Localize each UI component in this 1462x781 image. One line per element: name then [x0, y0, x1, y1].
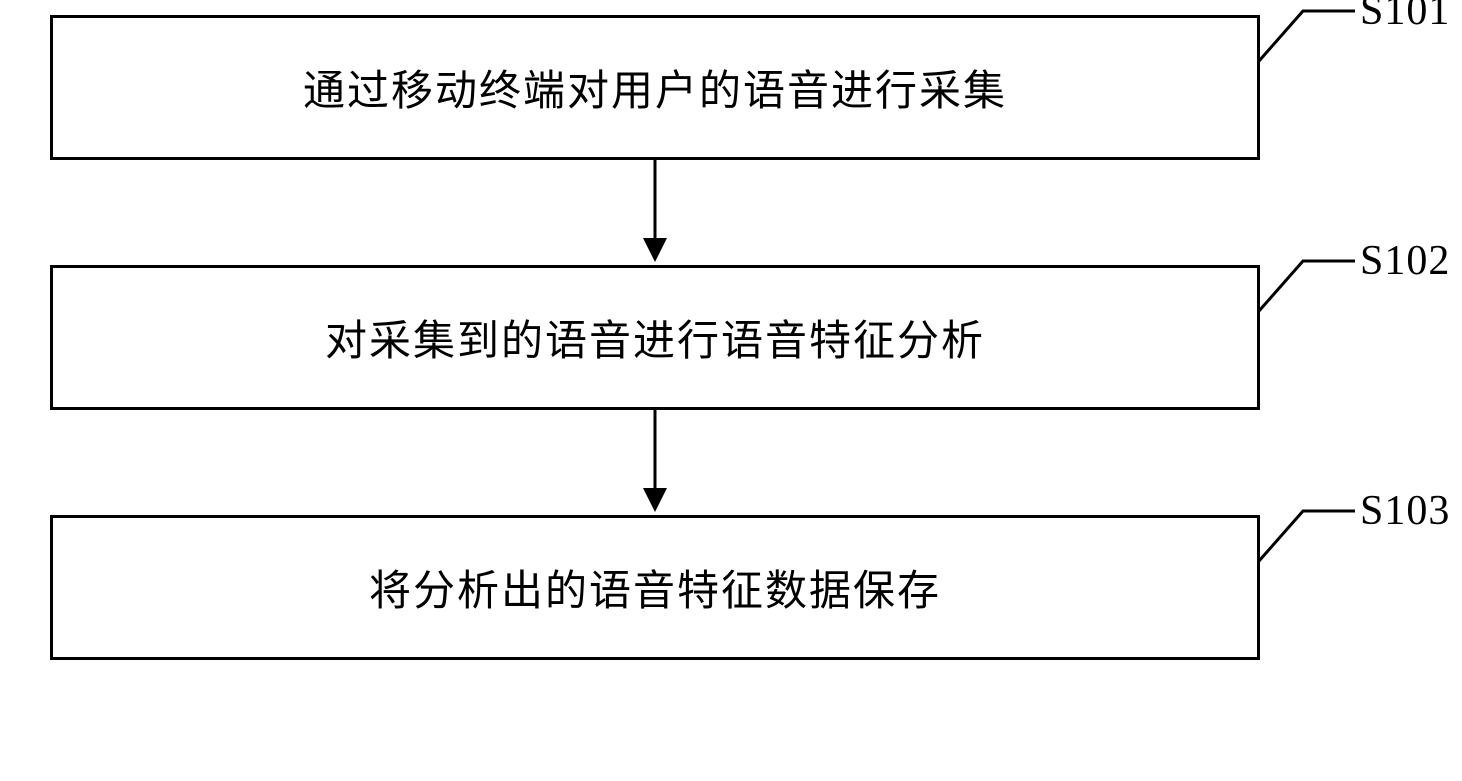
- step-label-s101: S101: [1360, 0, 1450, 35]
- flow-step-s103: 将分析出的语音特征数据保存: [50, 515, 1260, 660]
- callout-line-s102: [1255, 255, 1360, 315]
- step-label-s103: S103: [1360, 487, 1450, 535]
- flow-step-text: 对采集到的语音进行语音特征分析: [325, 307, 985, 368]
- arrow-down-icon: [635, 410, 675, 515]
- flow-step-text: 通过移动终端对用户的语音进行采集: [303, 57, 1007, 118]
- callout-line-s103: [1255, 505, 1360, 565]
- arrow-down-icon: [635, 160, 675, 265]
- flow-step-s102: 对采集到的语音进行语音特征分析: [50, 265, 1260, 410]
- flowchart-container: 通过移动终端对用户的语音进行采集 S101 对采集到的语音进行语音特征分析 S1…: [50, 15, 1412, 660]
- flow-arrow-1: [50, 160, 1260, 265]
- callout-line-s101: [1255, 5, 1360, 65]
- flow-step-s101: 通过移动终端对用户的语音进行采集: [50, 15, 1260, 160]
- flow-step-text: 将分析出的语音特征数据保存: [369, 557, 941, 618]
- flow-arrow-2: [50, 410, 1260, 515]
- step-label-s102: S102: [1360, 237, 1450, 285]
